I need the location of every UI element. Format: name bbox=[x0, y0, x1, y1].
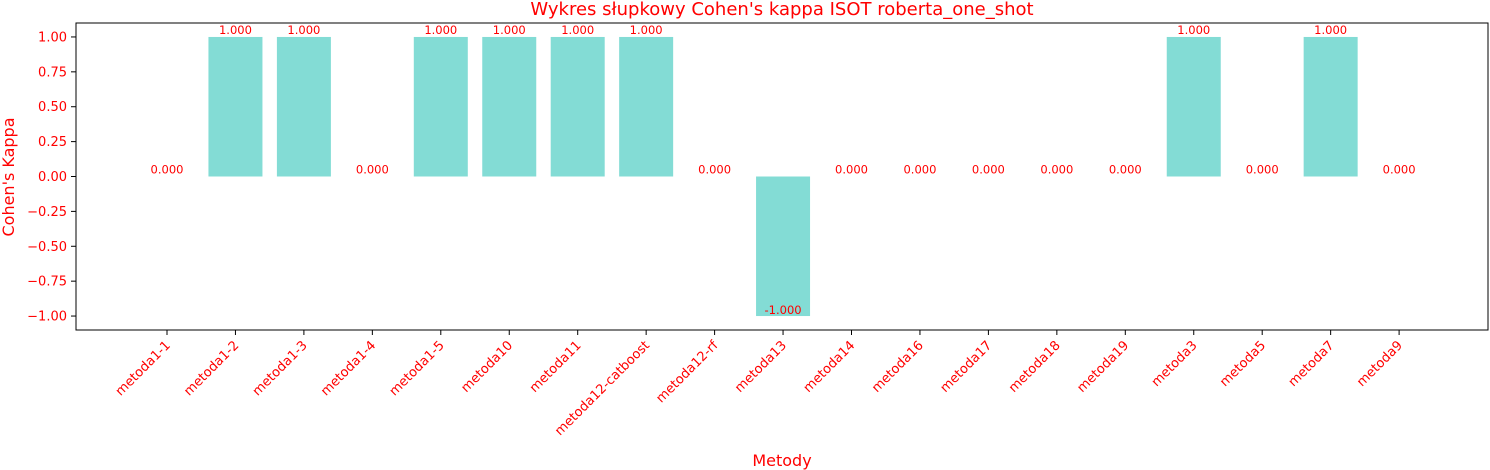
bar-value-label: 0.000 bbox=[356, 163, 389, 177]
x-tick-label: metoda14 bbox=[801, 338, 859, 396]
bar-value-label: 0.000 bbox=[698, 163, 731, 177]
bar bbox=[756, 176, 811, 317]
x-tick-label: metoda1-3 bbox=[250, 338, 311, 399]
y-tick-label: −0.25 bbox=[27, 205, 67, 220]
bar-value-label: 0.000 bbox=[1246, 163, 1279, 177]
bar bbox=[1166, 36, 1221, 177]
x-tick-label: metoda1-1 bbox=[113, 338, 174, 399]
bar-value-label: 1.000 bbox=[1177, 23, 1210, 37]
x-tick-label: metoda10 bbox=[458, 338, 516, 396]
x-tick-label: metoda18 bbox=[1006, 338, 1064, 396]
bar-value-label: 0.000 bbox=[903, 163, 936, 177]
y-tick-label: −0.75 bbox=[27, 275, 67, 290]
bar bbox=[208, 36, 263, 177]
bar-value-label: 0.000 bbox=[835, 163, 868, 177]
bar bbox=[619, 36, 674, 177]
y-axis-label: Cohen's Kappa bbox=[0, 117, 18, 236]
x-tick-label: metoda19 bbox=[1075, 338, 1133, 396]
x-tick-label: metoda12-rf bbox=[653, 338, 721, 406]
x-tick-label: metoda3 bbox=[1149, 338, 1201, 390]
y-tick-label: 0.25 bbox=[38, 135, 67, 150]
y-tick-label: −1.00 bbox=[27, 310, 67, 325]
bar-value-label: 1.000 bbox=[630, 23, 663, 37]
x-tick-label: metoda9 bbox=[1354, 338, 1406, 390]
x-tick-label: metoda1-2 bbox=[181, 338, 242, 399]
y-tick-label: 0.00 bbox=[38, 170, 67, 185]
x-tick-label: metoda1-5 bbox=[387, 338, 448, 399]
y-tick-label: 0.75 bbox=[38, 65, 67, 80]
bar-value-label: 0.000 bbox=[972, 163, 1005, 177]
bar-value-label: 1.000 bbox=[424, 23, 457, 37]
y-tick-label: 1.00 bbox=[38, 30, 67, 45]
x-tick-label: metoda1-4 bbox=[318, 338, 379, 399]
x-tick-label: metoda7 bbox=[1286, 338, 1338, 390]
x-tick-label: metoda13 bbox=[732, 338, 790, 396]
bar-value-label: 0.000 bbox=[1109, 163, 1142, 177]
y-tick-label: −0.50 bbox=[27, 240, 67, 255]
x-tick-label: metoda11 bbox=[527, 338, 585, 396]
plot-frame bbox=[75, 22, 1489, 331]
bar bbox=[276, 36, 331, 177]
bar bbox=[1303, 36, 1358, 177]
bar-value-label: 0.000 bbox=[1040, 163, 1073, 177]
bar-value-label: -1.000 bbox=[765, 303, 802, 317]
y-tick-label: 0.50 bbox=[38, 100, 67, 115]
x-axis-label: Metody bbox=[752, 451, 811, 470]
bar-value-label: 0.000 bbox=[1383, 163, 1416, 177]
x-tick-label: metoda16 bbox=[869, 338, 927, 396]
bar-value-label: 1.000 bbox=[561, 23, 594, 37]
bar-value-label: 0.000 bbox=[151, 163, 184, 177]
x-tick-label: metoda17 bbox=[938, 338, 996, 396]
bar-value-label: 1.000 bbox=[287, 23, 320, 37]
bar bbox=[482, 36, 537, 177]
bar bbox=[550, 36, 605, 177]
chart-title: Wykres słupkowy Cohen's kappa ISOT rober… bbox=[530, 0, 1033, 20]
bar-value-label: 1.000 bbox=[219, 23, 252, 37]
bar-value-label: 1.000 bbox=[493, 23, 526, 37]
bar-value-label: 1.000 bbox=[1314, 23, 1347, 37]
x-tick-label: metoda5 bbox=[1217, 338, 1269, 390]
bar bbox=[413, 36, 468, 177]
